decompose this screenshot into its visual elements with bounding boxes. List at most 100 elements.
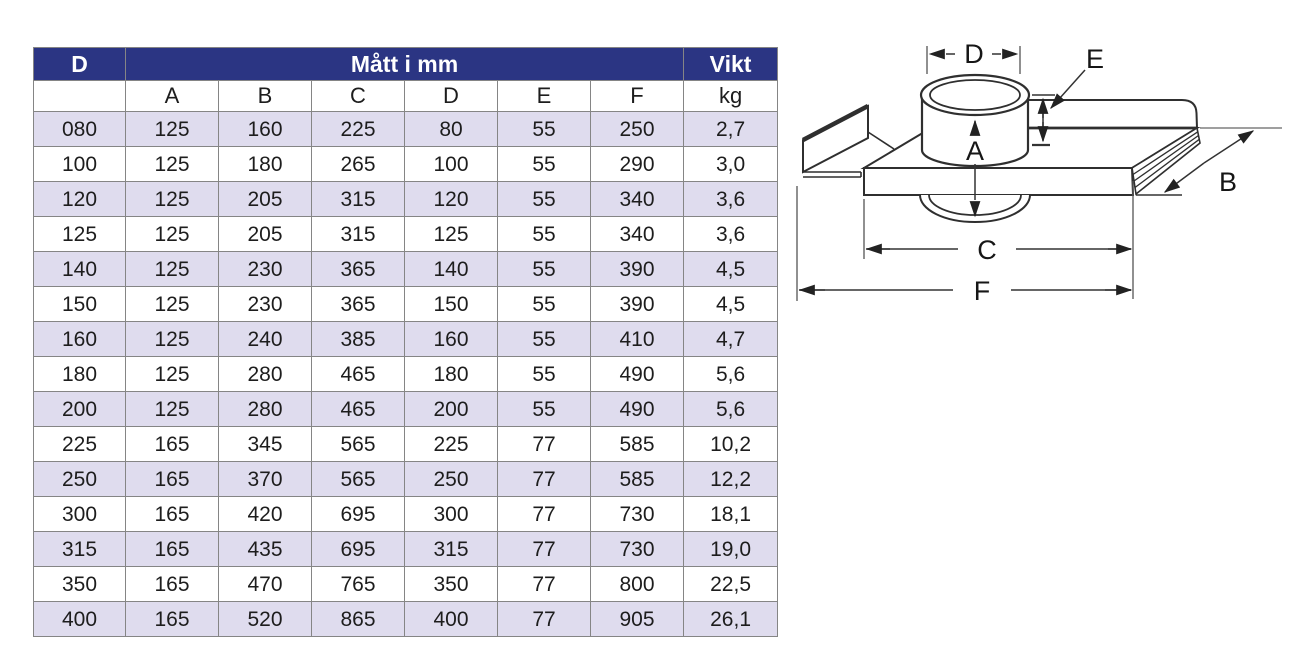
table-cell: 160 [218,111,312,147]
table-cell: 470 [218,566,312,602]
dimension-label-d: D [964,39,984,69]
table-cell: 3,6 [683,216,779,252]
table-cell: 180 [404,356,498,392]
table-cell: 165 [125,496,219,532]
table-cell: 225 [311,111,405,147]
table-cell: 390 [589,251,685,287]
table-cell: 250 [589,111,685,147]
table-cell: 465 [311,391,405,427]
table-cell: 565 [311,461,405,497]
table-row: 100 125 180 265 100 55 290 3,0 [33,146,779,182]
table-cell: 5,6 [683,391,779,427]
table-cell: 250 [404,461,498,497]
table-cell: 340 [589,181,685,217]
table-cell: 370 [218,461,312,497]
table-cell: 565 [311,426,405,462]
table-cell: 350 [33,566,126,602]
table-cell: 435 [218,531,312,567]
table-cell: 080 [33,111,126,147]
table-cell: 3,0 [683,146,779,182]
table-cell: 55 [497,356,591,392]
header-cell-weight: Vikt [683,47,779,81]
subheader-cell: kg [683,80,779,112]
table-cell: 695 [311,531,405,567]
table-cell: 265 [311,146,405,182]
table-cell: 250 [33,461,126,497]
table-cell: 55 [497,216,591,252]
table-cell: 340 [589,216,685,252]
table-cell: 125 [33,216,126,252]
table-cell: 730 [589,531,685,567]
table-cell: 4,5 [683,251,779,287]
table-cell: 55 [497,391,591,427]
table-cell: 200 [33,391,126,427]
table-cell: 695 [311,496,405,532]
table-row: 400 165 520 865 400 77 905 26,1 [33,601,779,637]
table-cell: 160 [404,321,498,357]
table-cell: 150 [33,286,126,322]
table-cell: 4,7 [683,321,779,357]
table-cell: 125 [125,251,219,287]
subheader-cell: F [589,80,685,112]
table-cell: 100 [33,146,126,182]
table-cell: 22,5 [683,566,779,602]
table-cell: 350 [404,566,498,602]
technical-drawing: D E A B C F [796,37,1282,308]
table-cell: 165 [125,531,219,567]
table-cell: 520 [218,601,312,637]
table-cell: 180 [33,356,126,392]
table-cell: 2,7 [683,111,779,147]
table-row: 080 125 160 225 80 55 250 2,7 [33,111,779,147]
table-cell: 765 [311,566,405,602]
table-cell: 165 [125,601,219,637]
table-cell: 125 [125,286,219,322]
table-cell: 55 [497,111,591,147]
table-row: 180 125 280 465 180 55 490 5,6 [33,356,779,392]
table-cell: 120 [33,181,126,217]
table-subheader-row: A B C D E F kg [33,80,779,112]
table-cell: 77 [497,566,591,602]
table-cell: 18,1 [683,496,779,532]
table-cell: 160 [33,321,126,357]
table-row: 120 125 205 315 120 55 340 3,6 [33,181,779,217]
table-cell: 120 [404,181,498,217]
table-cell: 315 [311,181,405,217]
dimension-label-c: C [977,235,997,265]
table-cell: 77 [497,531,591,567]
table-row: 300 165 420 695 300 77 730 18,1 [33,496,779,532]
table-header-row: D Mått i mm Vikt [33,47,779,81]
table-cell: 125 [125,216,219,252]
table-cell: 585 [589,461,685,497]
table-cell: 165 [125,461,219,497]
table-cell: 125 [404,216,498,252]
table-cell: 365 [311,251,405,287]
table-cell: 4,5 [683,286,779,322]
table-cell: 225 [404,426,498,462]
table-cell: 205 [218,181,312,217]
table-cell: 585 [589,426,685,462]
table-cell: 390 [589,286,685,322]
table-cell: 490 [589,391,685,427]
dimension-label-b: B [1219,167,1237,197]
table-cell: 240 [218,321,312,357]
table-cell: 225 [33,426,126,462]
table-cell: 230 [218,251,312,287]
table-row: 250 165 370 565 250 77 585 12,2 [33,461,779,497]
table-cell: 10,2 [683,426,779,462]
header-cell-dims: Mått i mm [124,47,685,81]
table-cell: 385 [311,321,405,357]
table-cell: 315 [311,216,405,252]
table-cell: 730 [589,496,685,532]
table-row: 140 125 230 365 140 55 390 4,5 [33,251,779,287]
table-cell: 55 [497,321,591,357]
table-cell: 410 [589,321,685,357]
table-cell: 420 [218,496,312,532]
dimension-label-e: E [1086,44,1104,74]
dimension-d [926,46,1021,74]
table-cell: 125 [125,391,219,427]
spigot-cylinder [919,73,1031,168]
table-cell: 55 [497,251,591,287]
table-cell: 26,1 [683,601,779,637]
table-cell: 125 [125,321,219,357]
